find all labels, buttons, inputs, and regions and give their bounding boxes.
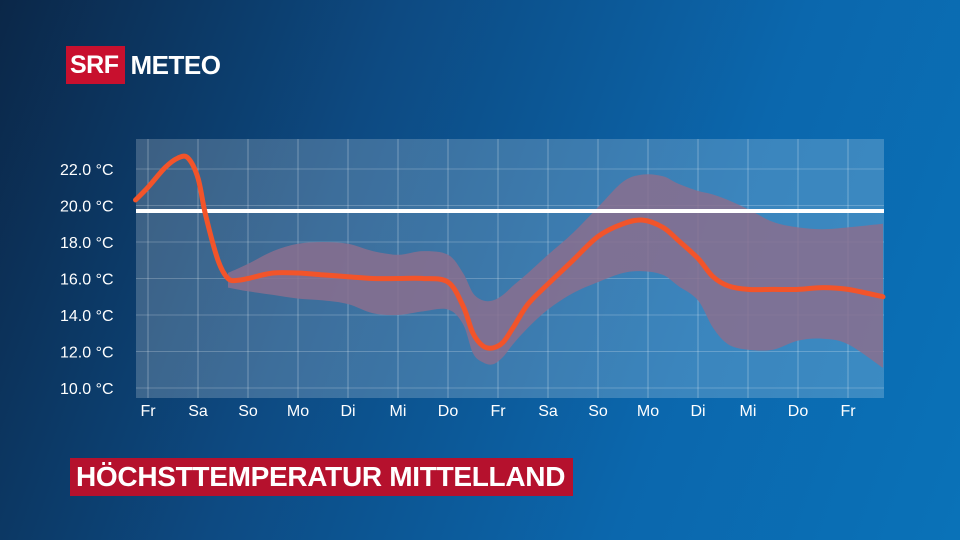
x-tick-label: Fr <box>840 403 856 420</box>
x-axis-tick-labels: Fr Sa So Mo Di Mi Do Fr Sa So Mo Di Mi Do Fr <box>140 403 856 420</box>
y-tick-label: 18.0 °C <box>60 235 114 252</box>
x-tick-label: Mi <box>390 403 407 420</box>
temperature-line <box>133 153 886 351</box>
srf-meteo-logo: SRF METEO <box>66 46 221 84</box>
y-axis-tick-labels: 10.0 °C 12.0 °C 14.0 °C 16.0 °C 18.0 °C 20.0 … <box>60 162 114 398</box>
x-tick-label: Mo <box>637 403 659 420</box>
x-tick-label: Mo <box>287 403 309 420</box>
y-tick-label: 16.0 °C <box>60 272 114 289</box>
y-tick-label: 14.0 °C <box>60 308 114 325</box>
x-tick-label: Sa <box>538 403 558 420</box>
x-tick-label: Do <box>438 403 459 420</box>
chart-caption: HÖCHSTTEMPERATUR MITTELLAND <box>70 458 574 496</box>
y-tick-label: 12.0 °C <box>60 345 114 362</box>
x-tick-label: Sa <box>188 403 208 420</box>
forecast-range-band <box>228 174 883 368</box>
x-tick-label: Di <box>690 403 705 420</box>
y-tick-label: 22.0 °C <box>60 162 114 179</box>
meteo-logo-text: METEO <box>130 49 221 80</box>
x-tick-label: Mi <box>740 403 757 420</box>
x-tick-label: So <box>588 403 608 420</box>
y-tick-label: 10.0 °C <box>60 381 114 398</box>
srf-logo-box: SRF <box>66 46 125 84</box>
x-tick-label: Di <box>340 403 355 420</box>
y-tick-label: 20.0 °C <box>60 199 114 216</box>
x-tick-label: Do <box>788 403 809 420</box>
x-tick-label: So <box>238 403 258 420</box>
x-tick-label: Fr <box>490 403 506 420</box>
x-tick-label: Fr <box>140 403 156 420</box>
